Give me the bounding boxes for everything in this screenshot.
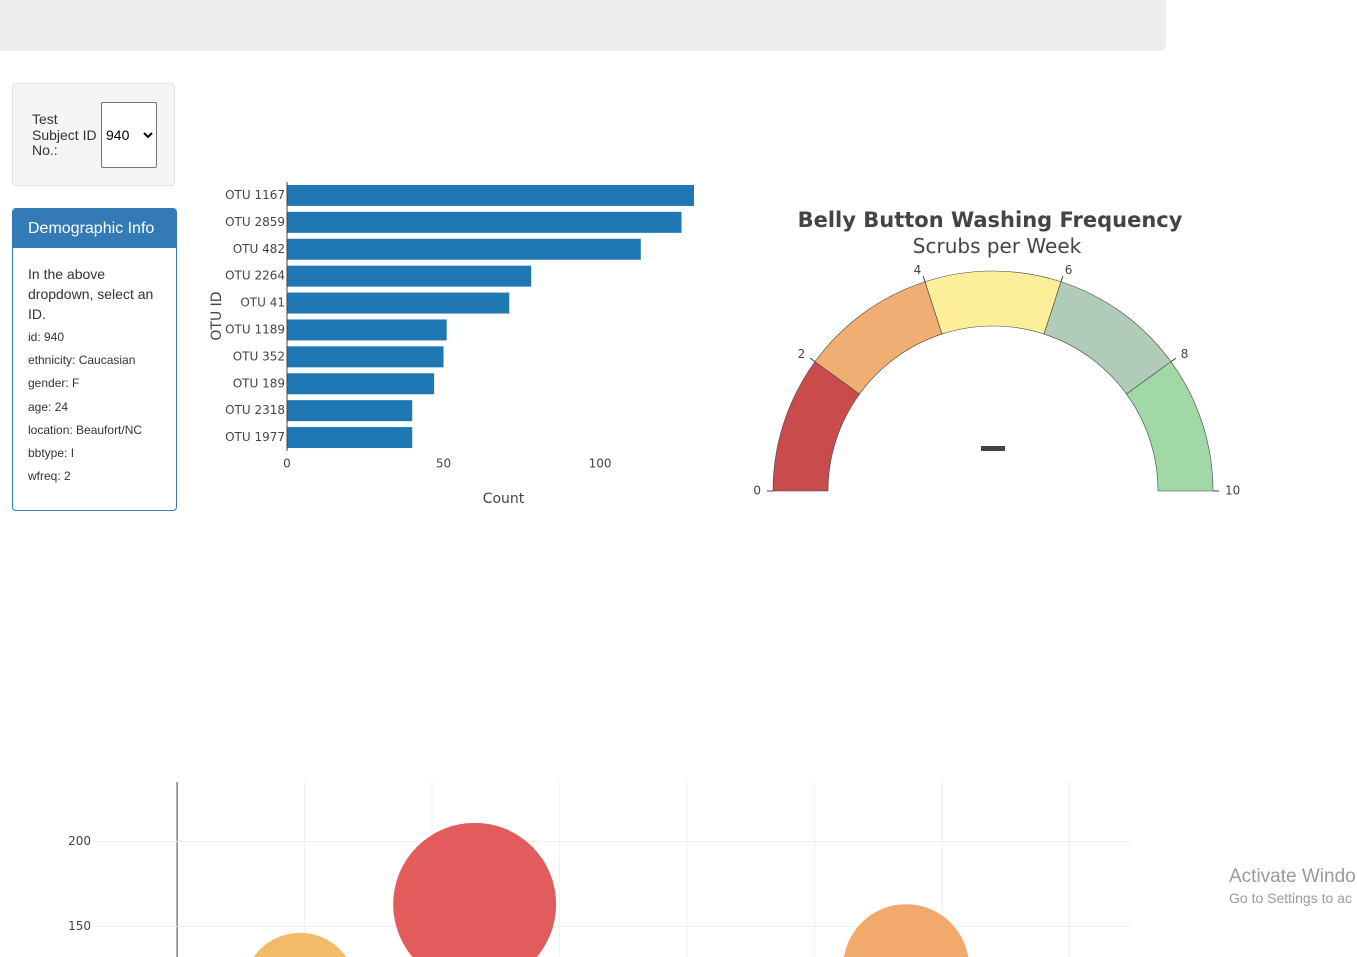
x-tick-label: 0 <box>283 457 291 471</box>
bubble <box>393 822 557 957</box>
bar <box>287 211 682 233</box>
gauge-tick <box>809 357 816 363</box>
watermark-subtitle: Go to Settings to ac <box>1229 890 1352 906</box>
gauge-tick-label: 10 <box>1225 484 1240 498</box>
y-tick-label: OTU 1977 <box>225 430 285 444</box>
y-tick-label: OTU 2318 <box>225 403 285 417</box>
bar <box>287 373 435 395</box>
gauge-step <box>924 270 1062 335</box>
y-axis-title: OTU ID <box>209 291 225 340</box>
x-tick-label: 50 <box>436 457 451 471</box>
gauge-indicator <box>981 446 1005 451</box>
y-tick-label: OTU 189 <box>233 376 285 390</box>
gauge-tick-label: 6 <box>1065 263 1073 277</box>
panel-title: Demographic Info <box>13 209 176 248</box>
selector-box: Test Subject ID No.: 940 <box>12 83 175 186</box>
y-tick-label: OTU 352 <box>233 349 285 363</box>
bubble-plot: 150 200 <box>68 782 1131 957</box>
watermark: Activate Windo Go to Settings to ac <box>1229 866 1357 906</box>
gauge-subtitle: Scrubs per Week <box>913 234 1082 258</box>
panel-item: age: 24 <box>28 399 69 414</box>
watermark-title: Activate Windo <box>1229 866 1356 887</box>
y-tick-label: OTU 2859 <box>225 215 285 229</box>
gauge-tick-label: 8 <box>1181 347 1189 361</box>
x-axis-title: Count <box>483 491 525 507</box>
panel-item: bbtype: I <box>28 445 75 460</box>
panel-item: gender: F <box>28 376 80 391</box>
gauge-tick-label: 4 <box>914 263 922 277</box>
demographic-panel: Demographic Info In the above dropdown, … <box>12 208 177 511</box>
gauge-tick-label: 0 <box>753 484 761 498</box>
panel-items: id: 940 ethnicity: Caucasian gender: F age:… <box>28 330 142 492</box>
gauge-tick <box>922 275 926 282</box>
selector-label: Test Subject ID No.: <box>32 111 97 158</box>
top-bar <box>0 0 1166 51</box>
y-tick-label: OTU 41 <box>240 296 285 310</box>
x-tick-label: 100 <box>589 457 612 471</box>
bar <box>287 427 413 449</box>
panel-item: location: Beaufort/NC <box>28 422 143 437</box>
y-tick-label: 200 <box>68 834 91 848</box>
bar <box>287 346 444 368</box>
panel-item: ethnicity: Caucasian <box>28 353 136 368</box>
y-tick-label: OTU 1189 <box>225 322 285 336</box>
y-tick-label: 150 <box>68 919 91 933</box>
subject-dropdown[interactable]: 940 <box>101 102 157 168</box>
bar <box>287 400 413 422</box>
y-tick-label: OTU 482 <box>233 242 285 256</box>
gauge-tick-label: 2 <box>798 347 806 361</box>
bar <box>287 265 532 287</box>
bar <box>287 238 641 260</box>
gauge-title: Belly Button Washing Frequency <box>798 208 1183 232</box>
bubble <box>843 904 969 957</box>
y-tick-label: OTU 2264 <box>225 269 285 283</box>
panel-item: wfreq: 2 <box>28 469 71 484</box>
gauge-tick <box>1060 275 1064 282</box>
gauge-tick <box>1170 357 1177 363</box>
bar <box>287 292 510 314</box>
bar <box>287 184 694 206</box>
y-tick-label: OTU 1167 <box>225 188 285 202</box>
bar <box>287 319 447 341</box>
panel-item: id: 940 <box>28 330 65 344</box>
panel-intro: In the above dropdown, select an ID. <box>28 266 154 322</box>
bubble <box>253 932 347 957</box>
